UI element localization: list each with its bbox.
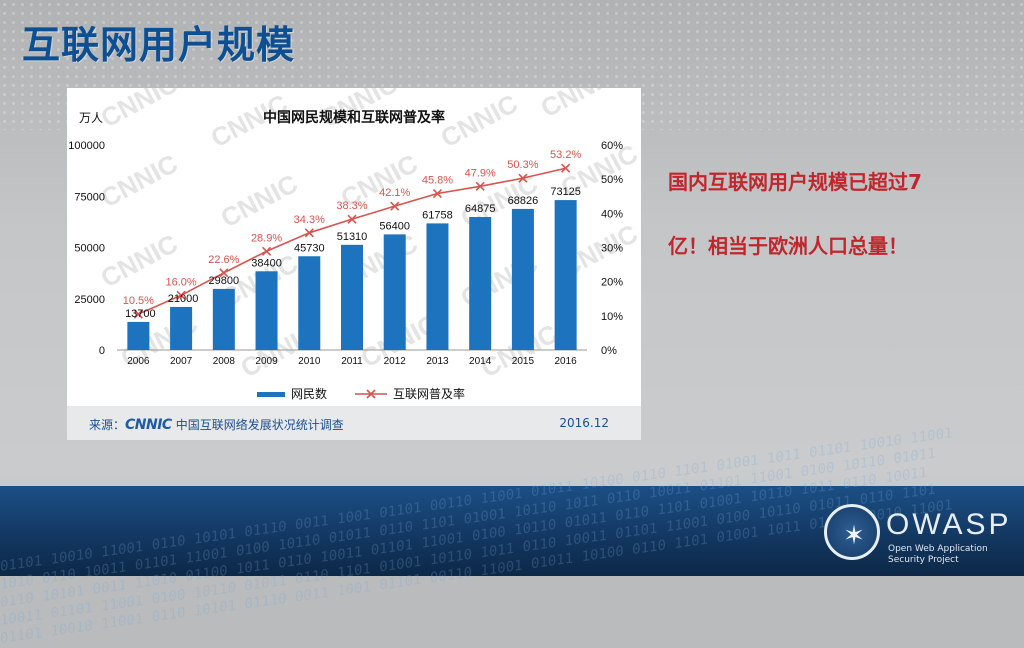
legend-label-bar: 网民数	[291, 386, 327, 401]
bar	[170, 306, 193, 350]
chart-card: CNNIC CNNIC CNNIC CNNIC CNNIC CNNIC CNNIC CNNIC…	[67, 88, 641, 440]
watermark-text: CNNIC	[96, 148, 183, 213]
y-right-tick-label: 60%	[601, 140, 623, 152]
bar	[255, 271, 278, 350]
owasp-logo: ✶ OWASP Open Web Application Security Pr…	[824, 500, 1014, 570]
callout-line-1: 国内互联网用户规模已超过7	[668, 170, 922, 194]
line-data-label: 10.5%	[123, 295, 154, 307]
owasp-subtitle-line-2: Security Project	[888, 555, 959, 565]
line-data-label: 45.8%	[422, 175, 453, 187]
x-tick-label: 2010	[298, 356, 321, 367]
source-text: 来源：CNNIC 中国互联网络发展状况统计调查	[89, 416, 344, 433]
line-data-label: 28.9%	[251, 232, 282, 244]
cnnic-logo: CNNIC	[125, 417, 172, 433]
owasp-subtitle: Open Web Application Security Project	[888, 544, 1008, 566]
x-tick-label: 2012	[384, 356, 407, 367]
line-data-label: 42.1%	[379, 187, 410, 199]
line-point	[176, 290, 186, 300]
source-bar: 来源：CNNIC 中国互联网络发展状况统计调查 2016.12	[67, 406, 641, 440]
x-tick-label: 2015	[512, 356, 535, 367]
x-tick-label: 2011	[341, 356, 363, 367]
y-right-tick-label: 50%	[601, 174, 623, 186]
line-point	[133, 309, 143, 319]
bar-data-label: 56400	[379, 220, 410, 232]
owasp-subtitle-line-1: Open Web Application	[888, 544, 988, 554]
x-tick-label: 2013	[426, 356, 449, 367]
line-point	[432, 188, 443, 199]
y-right-tick-label: 40%	[601, 208, 623, 220]
owasp-wordmark: OWASP	[886, 508, 1012, 541]
line-data-label: 34.3%	[294, 214, 325, 226]
bar	[298, 256, 321, 350]
legend-label-line: 互联网普及率	[393, 386, 465, 401]
watermark-text: CNNIC	[436, 88, 523, 153]
x-tick-label: 2008	[213, 356, 236, 367]
line-point	[390, 201, 400, 211]
line-data-label: 22.6%	[208, 254, 239, 266]
source-name: 中国互联网络发展状况统计调查	[175, 418, 344, 432]
line-data-label: 38.3%	[336, 200, 367, 212]
y-right-tick-label: 20%	[601, 277, 623, 289]
chart-title: 中国网民规模和互联网普及率	[263, 109, 445, 125]
line-point	[261, 246, 272, 256]
bar-data-label: 38400	[251, 257, 282, 269]
y-left-tick-label: 75000	[74, 191, 105, 203]
wasp-icon: ✶	[843, 521, 865, 551]
legend-swatch-bar	[257, 392, 285, 397]
bar	[383, 234, 406, 350]
bar	[469, 217, 492, 350]
bar	[511, 208, 534, 350]
bar-data-label: 68826	[508, 195, 539, 207]
x-tick-label: 2014	[469, 356, 492, 367]
line-point	[561, 163, 571, 173]
y-right-tick-label: 10%	[601, 311, 623, 323]
line-point	[219, 268, 229, 278]
source-date: 2016.12	[559, 416, 609, 430]
y-right-tick-label: 0%	[601, 345, 617, 357]
source-prefix: 来源：	[89, 418, 126, 432]
line-data-label: 16.0%	[165, 276, 196, 288]
bar-data-label: 73125	[550, 186, 581, 198]
bar	[554, 200, 577, 350]
watermark-text: CNNIC	[216, 168, 303, 233]
y-right-tick-label: 30%	[601, 243, 623, 255]
line-data-label: 53.2%	[550, 149, 581, 161]
bar-data-label: 29800	[209, 275, 240, 287]
bar-data-label: 51310	[337, 231, 368, 243]
line-point	[347, 214, 357, 224]
bar	[341, 244, 363, 350]
bar-data-label: 64875	[465, 203, 496, 215]
line-data-label: 47.9%	[465, 167, 496, 179]
x-tick-label: 2016	[555, 356, 578, 367]
bar	[212, 288, 235, 350]
bar	[127, 321, 150, 350]
line-point	[304, 228, 314, 238]
y-left-tick-label: 0	[99, 345, 105, 357]
owasp-emblem: ✶	[824, 504, 880, 560]
bar-data-label: 61758	[422, 209, 453, 221]
x-tick-label: 2006	[127, 356, 150, 367]
y-left-tick-label: 100000	[68, 140, 105, 152]
bar	[426, 223, 449, 350]
bar-data-label: 21000	[168, 293, 199, 305]
bar-data-label: 45730	[294, 242, 325, 254]
legend-swatch-marker	[366, 389, 376, 399]
bar-data-label: 13700	[125, 308, 156, 320]
y-left-unit: 万人	[79, 111, 103, 125]
line-point	[518, 173, 528, 183]
slide-title: 互联网用户规模	[22, 23, 296, 67]
callout-text: 国内互联网用户规模已超过7 亿！相当于欧洲人口总量！	[668, 150, 968, 278]
y-left-tick-label: 25000	[74, 294, 105, 306]
line-point	[475, 181, 485, 191]
x-tick-label: 2007	[170, 356, 193, 367]
x-tick-label: 2009	[255, 356, 278, 367]
line-data-label: 50.3%	[507, 159, 538, 171]
y-left-tick-label: 50000	[74, 243, 105, 255]
callout-line-2: 亿！相当于欧洲人口总量！	[668, 234, 908, 258]
watermark-text: CNNIC	[96, 88, 183, 133]
watermark-text: CNNIC	[536, 88, 623, 123]
